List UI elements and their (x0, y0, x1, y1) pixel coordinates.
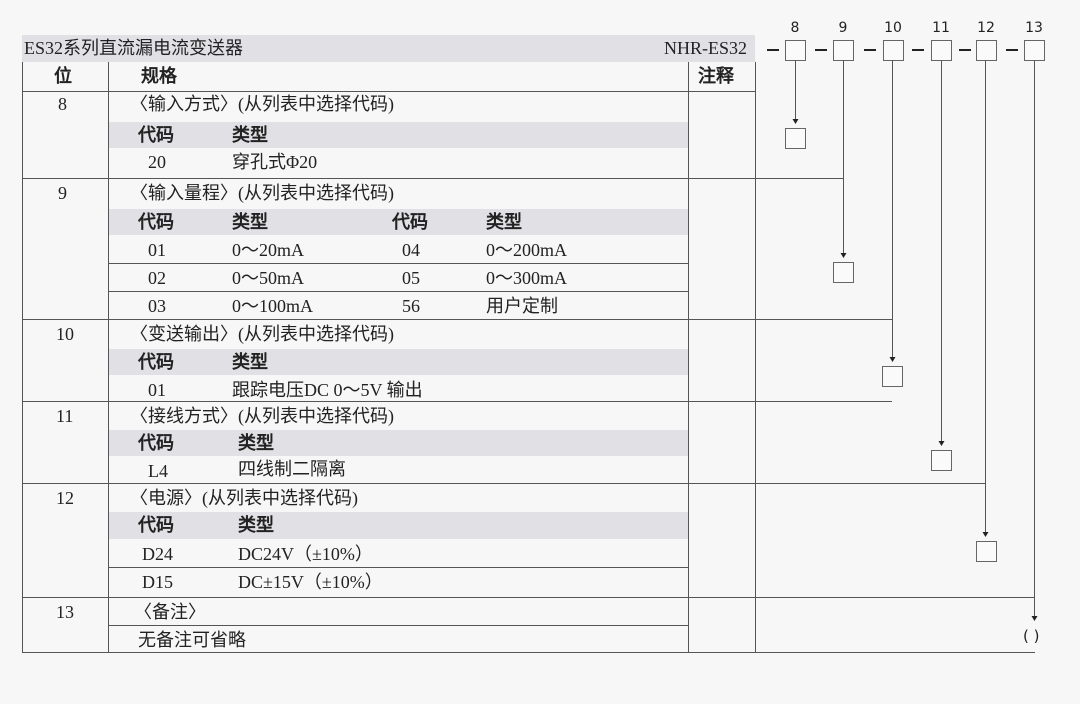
code-box-10 (883, 40, 904, 61)
remark-text: 无备注可省略 (138, 630, 246, 650)
row-divider (108, 567, 688, 568)
type-header: 类型 (486, 212, 522, 232)
code-position-13: 13 (1025, 20, 1043, 36)
header-position: 位 (54, 66, 72, 86)
section-title: 〈接线方式〉(从列表中选择代码) (130, 406, 394, 426)
type-cell: 0～200mA (486, 240, 567, 260)
row-divider (22, 483, 985, 484)
code-header: 代码 (138, 433, 174, 453)
row-divider (22, 178, 843, 179)
code-cell: 03 (148, 296, 166, 316)
column-divider (755, 62, 756, 652)
type-header: 类型 (232, 212, 268, 232)
row-divider (108, 625, 688, 626)
select-box-10 (882, 366, 903, 387)
code-cell: 56 (402, 296, 420, 316)
select-box-12 (976, 541, 997, 562)
code-cell: D24 (142, 544, 173, 564)
code-cell: 02 (148, 268, 166, 288)
type-cell: 穿孔式Φ20 (232, 152, 318, 172)
code-position-11: 11 (932, 20, 950, 36)
type-header: 类型 (238, 433, 274, 453)
row-divider (22, 319, 892, 320)
row-divider (108, 291, 688, 292)
subheader-band (108, 512, 688, 539)
table-border (22, 62, 23, 652)
table-border (22, 652, 1035, 653)
code-header: 代码 (138, 515, 174, 535)
select-box-8 (785, 128, 806, 149)
type-cell: 用户定制 (486, 296, 558, 316)
code-header: 代码 (138, 212, 174, 232)
column-divider (108, 62, 109, 652)
section-title: 〈备注〉 (134, 602, 206, 622)
section-title: 〈变送输出〉(从列表中选择代码) (130, 324, 394, 344)
row-divider (108, 263, 688, 264)
subheader-band (108, 430, 688, 456)
position-12: 12 (56, 488, 74, 508)
code-cell: L4 (148, 461, 168, 481)
position-13: 13 (56, 602, 74, 622)
subheader-band (108, 209, 688, 235)
section-title: 〈电源〉(从列表中选择代码) (130, 488, 358, 508)
code-cell: 01 (148, 380, 166, 400)
type-header: 类型 (238, 515, 274, 535)
code-position-10: 10 (884, 20, 902, 36)
subheader-band (108, 122, 688, 148)
code-cell: 05 (402, 268, 420, 288)
code-position-8: 8 (790, 20, 800, 36)
code-box-12 (976, 40, 997, 61)
position-8: 8 (58, 94, 67, 114)
code-header: 代码 (138, 352, 174, 372)
section-title: 〈输入方式〉(从列表中选择代码) (130, 94, 394, 114)
column-divider (688, 62, 689, 652)
position-10: 10 (56, 324, 74, 344)
remark-placeholder: ( ) (1023, 627, 1040, 645)
type-header: 类型 (232, 352, 268, 372)
row-divider (22, 401, 892, 402)
type-cell: 跟踪电压DC 0～5V 输出 (232, 380, 423, 400)
type-cell: DC±15V（±10%） (238, 572, 383, 592)
code-cell: D15 (142, 572, 173, 592)
select-box-11 (931, 450, 952, 471)
code-header: 代码 (138, 125, 174, 145)
code-position-9: 9 (838, 20, 848, 36)
subheader-band (108, 349, 688, 375)
model-number: NHR-ES32 (664, 38, 748, 58)
code-box-9 (833, 40, 854, 61)
code-box-13 (1024, 40, 1045, 61)
type-cell: 0～300mA (486, 268, 567, 288)
code-header: 代码 (392, 212, 428, 232)
code-box-8 (785, 40, 806, 61)
type-header: 类型 (232, 125, 268, 145)
header-spec: 规格 (141, 66, 177, 86)
row-divider (22, 91, 755, 92)
type-cell: 0～20mA (232, 240, 304, 260)
title-band (22, 35, 755, 62)
position-11: 11 (56, 406, 74, 426)
arrow-icons (792, 119, 1038, 621)
select-box-9 (833, 262, 854, 283)
code-position-12: 12 (977, 20, 995, 36)
type-cell: 四线制二隔离 (238, 459, 346, 479)
code-box-11 (931, 40, 952, 61)
code-cell: 20 (148, 152, 166, 172)
type-cell: 0～50mA (232, 268, 304, 288)
section-title: 〈输入量程〉(从列表中选择代码) (130, 183, 394, 203)
code-cell: 04 (402, 240, 420, 260)
header-note: 注释 (698, 66, 734, 86)
code-cell: 01 (148, 240, 166, 260)
row-divider (22, 597, 1035, 598)
position-9: 9 (58, 183, 67, 203)
type-cell: 0～100mA (232, 296, 313, 316)
page-title: ES32系列直流漏电流变送器 (24, 38, 244, 58)
type-cell: DC24V（±10%） (238, 544, 373, 564)
